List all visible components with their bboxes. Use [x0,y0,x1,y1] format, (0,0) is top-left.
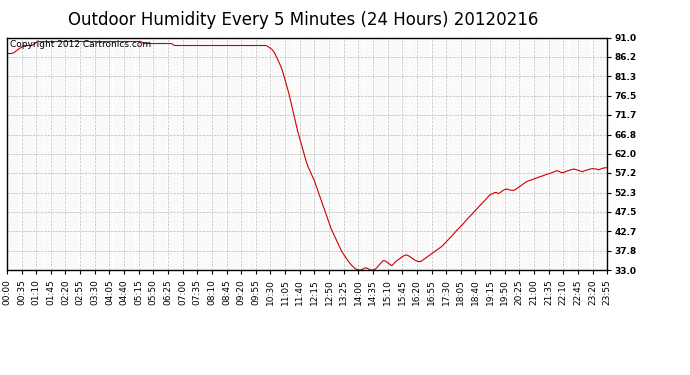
Text: Outdoor Humidity Every 5 Minutes (24 Hours) 20120216: Outdoor Humidity Every 5 Minutes (24 Hou… [68,11,539,29]
Text: Copyright 2012 Cartronics.com: Copyright 2012 Cartronics.com [10,40,151,49]
